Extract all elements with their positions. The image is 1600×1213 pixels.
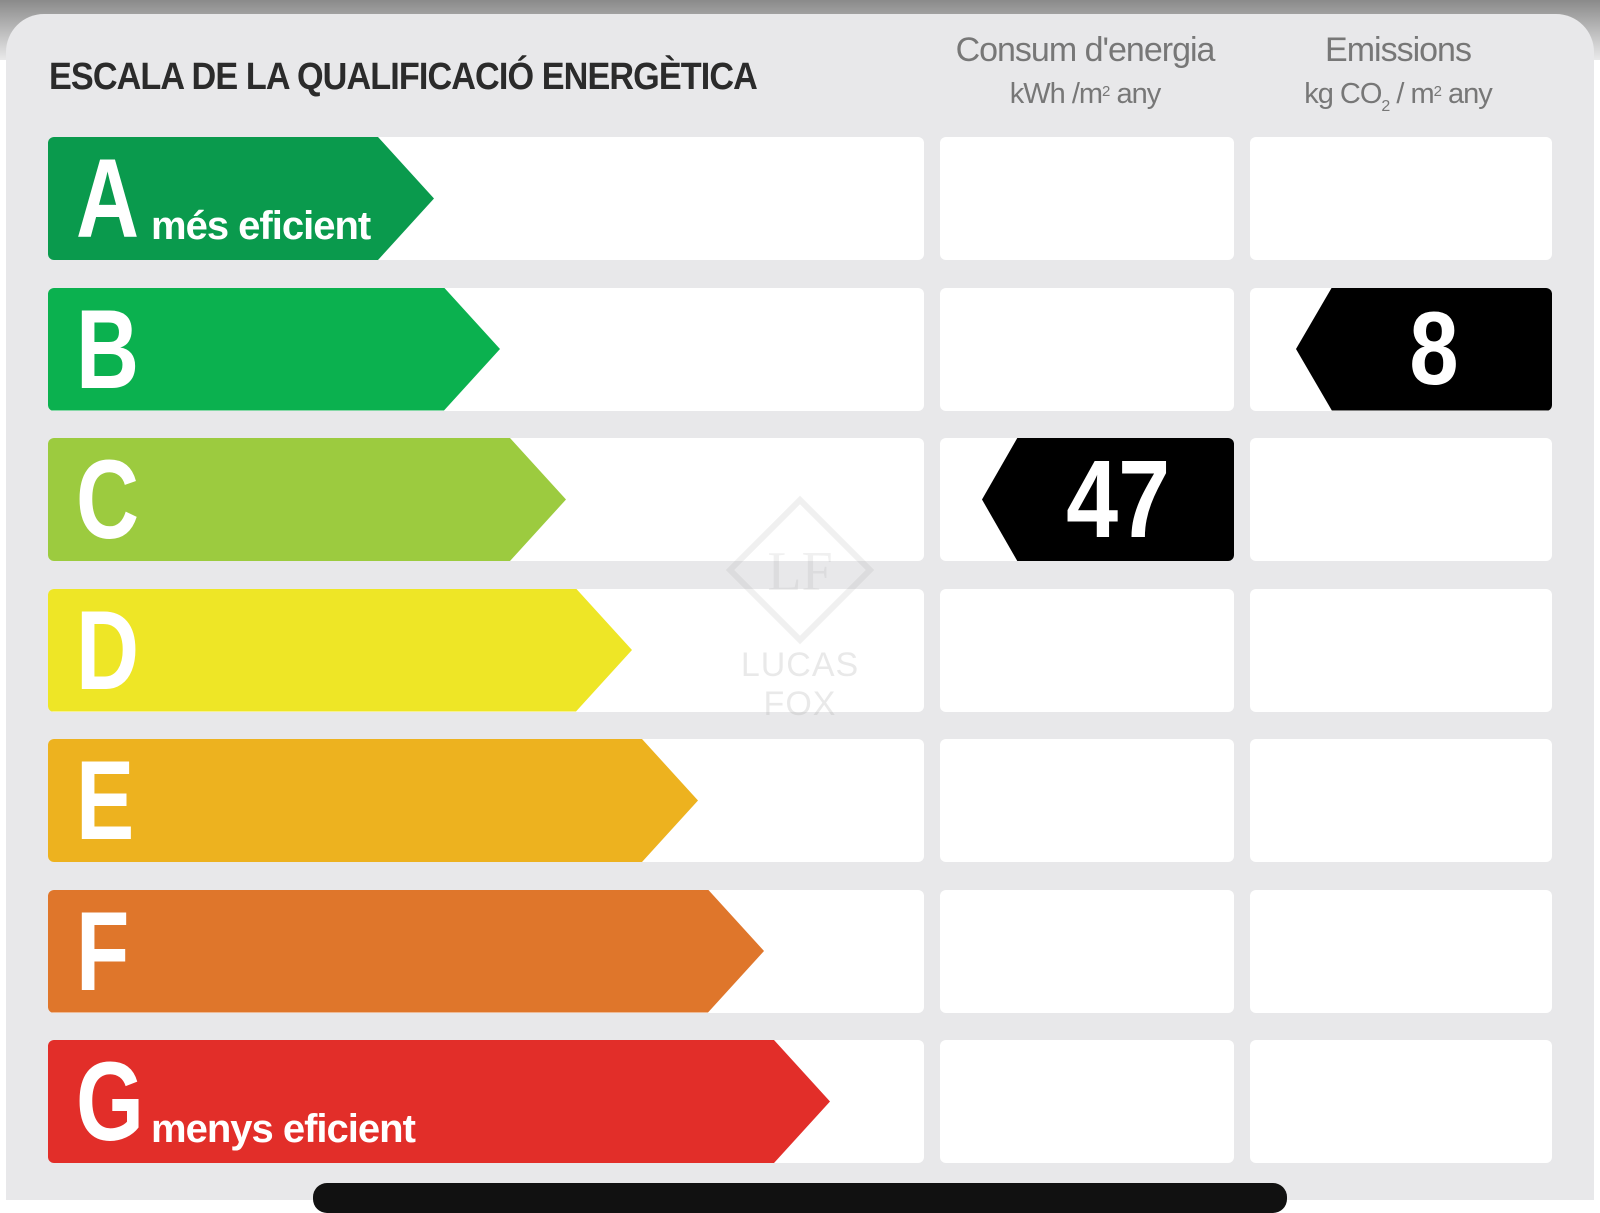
grade-letter: E (76, 738, 135, 863)
energy-rating-marker: 47 (982, 438, 1234, 561)
grade-caption: més eficient (151, 204, 371, 248)
grade-bar-d: D (48, 587, 632, 713)
page-title: ESCALA DE LA QUALIFICACIÓ ENERGÈTICA (49, 56, 758, 98)
energy-column-title: Consum d'energia (955, 31, 1216, 69)
emissions-cell (1250, 588, 1552, 712)
emissions-cell (1250, 739, 1552, 862)
emissions-cell (1250, 137, 1552, 260)
grade-row-f: F (0, 888, 1600, 1014)
emissions-cell (1250, 438, 1552, 561)
emissions-column-unit: kg CO2 / m2 any (1304, 78, 1493, 115)
home-indicator[interactable] (313, 1183, 1287, 1213)
emissions-rating-marker: 8 (1296, 287, 1552, 411)
energy-column-header: Consum d'energia kWh /m2 any (940, 28, 1230, 114)
emissions-column-title: Emissions (1325, 31, 1472, 69)
watermark-brand: LUCAS FOX (740, 646, 860, 723)
energy-cell (940, 137, 1234, 260)
emissions-cell (1250, 1040, 1552, 1163)
watermark-logo: LF (725, 495, 875, 645)
energy-cell (940, 1040, 1234, 1163)
emissions-cell (1250, 889, 1552, 1013)
grade-bar-b: B (48, 286, 500, 412)
grade-letter: A (76, 136, 140, 261)
grade-caption: menys eficient (151, 1107, 416, 1151)
grade-row-d: D (0, 587, 1600, 713)
grade-letter: G (76, 1039, 144, 1164)
grade-row-c: C 47 (0, 438, 1600, 561)
energy-cell (940, 287, 1234, 411)
energy-column-unit: kWh /m2 any (1009, 78, 1161, 110)
emissions-rating-value: 8 (1409, 290, 1459, 407)
grade-letter: D (76, 587, 140, 713)
grade-letter: B (76, 286, 140, 412)
grade-bar-e: E (48, 739, 698, 862)
energy-rating-value: 47 (1065, 438, 1170, 561)
emissions-column-header: Emissions kg CO2 / m2 any (1248, 28, 1548, 119)
watermark-initials: LF (767, 541, 832, 603)
grade-bar-f: F (48, 888, 764, 1014)
energy-cell (940, 889, 1234, 1013)
grade-letter: C (76, 437, 140, 562)
energy-cell (940, 739, 1234, 862)
grade-letter: F (76, 888, 130, 1014)
grade-row-e: E (0, 739, 1600, 862)
energy-cell (940, 588, 1234, 712)
grade-bar-c: C (48, 438, 566, 561)
